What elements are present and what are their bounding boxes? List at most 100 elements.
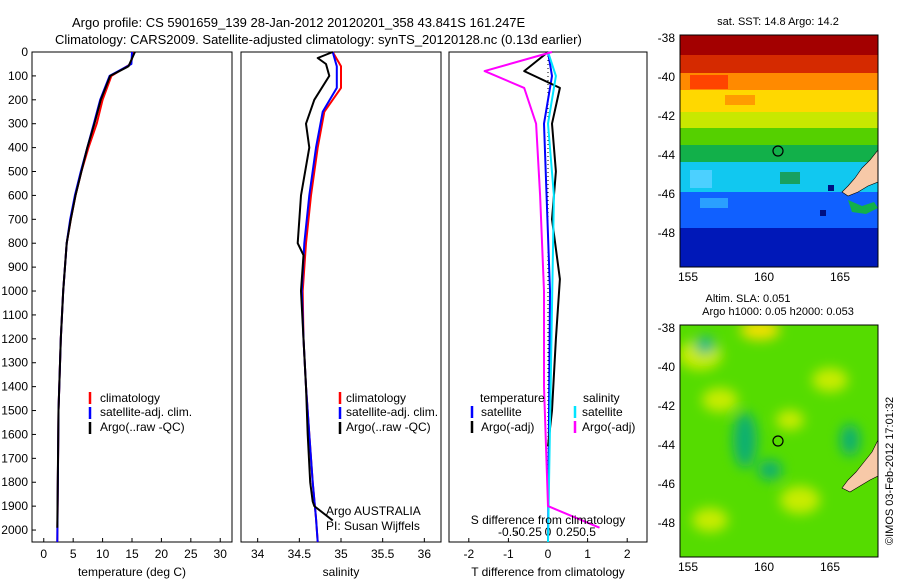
x-tick-label: -1 bbox=[503, 547, 514, 561]
y-tick-label: 1400 bbox=[1, 380, 28, 394]
temperature-xlabel: temperature (deg C) bbox=[78, 565, 186, 579]
sst-ytick: -40 bbox=[658, 70, 676, 84]
sst-ytick: -38 bbox=[658, 31, 676, 45]
x-tick-label: 30 bbox=[214, 547, 228, 561]
y-tick-label: 1300 bbox=[1, 356, 28, 370]
sla-map-image bbox=[680, 325, 878, 557]
differences-legend: temperature salinity satellite Argo(-adj… bbox=[470, 391, 635, 434]
sla-ytick: -38 bbox=[658, 321, 676, 335]
new-zealand-landmass bbox=[841, 439, 878, 493]
salinity-xlabel: salinity bbox=[323, 565, 360, 579]
sst-ytick: -46 bbox=[658, 187, 676, 201]
sst-map-panel: sat. SST: 14.8 Argo: 14.2 155 bbox=[658, 16, 879, 284]
x-tick-label: 35.5 bbox=[371, 547, 395, 561]
y-tick-label: 1900 bbox=[1, 499, 28, 513]
x-tick-label: 34.5 bbox=[288, 547, 312, 561]
legend-satellite-label: satellite-adj. clim. bbox=[100, 405, 192, 419]
x-tick-label: 15 bbox=[125, 547, 139, 561]
x-tick-label: 1 bbox=[584, 547, 591, 561]
temperature-panel: 0 5 10 15 20 25 300100200300400500600700800900… bbox=[1, 45, 233, 579]
sla-ytick: -48 bbox=[658, 516, 676, 530]
sla-ytick: -46 bbox=[658, 477, 676, 491]
legend-sal-satellite-label: satellite bbox=[582, 405, 623, 419]
salinity-annotation-line-1: Argo AUSTRALIA bbox=[326, 504, 421, 518]
x-tick-label: 36 bbox=[418, 547, 432, 561]
sst-xtick: 155 bbox=[678, 270, 698, 284]
series-line-argo-raw-qc- bbox=[56, 51, 136, 528]
x-tick-label: -2 bbox=[463, 547, 474, 561]
y-tick-label: 500 bbox=[8, 165, 28, 179]
sla-xtick: 165 bbox=[820, 560, 840, 574]
imos-credit: ©IMOS 03-Feb-2012 17:01:32 bbox=[884, 397, 896, 545]
series-line-climatology bbox=[301, 51, 342, 543]
sst-xtick: 160 bbox=[754, 270, 774, 284]
x-tick-label: 25 bbox=[184, 547, 198, 561]
legend-climatology-label: climatology bbox=[100, 391, 160, 405]
series-line-argo-adj- bbox=[483, 51, 600, 529]
y-tick-label: 700 bbox=[8, 212, 28, 226]
sla-xtick: 160 bbox=[754, 560, 774, 574]
y-tick-label: 1200 bbox=[1, 332, 28, 346]
y-tick-label: 0 bbox=[21, 45, 28, 59]
y-tick-label: 800 bbox=[8, 236, 28, 250]
sst-ytick: -42 bbox=[658, 109, 676, 123]
legend-temp-argo-label: Argo(-adj) bbox=[481, 420, 534, 434]
sla-map-panel: Altim. SLA: 0.051 Argo h1000: 0.05 h2000… bbox=[658, 293, 879, 574]
salinity-panel: 34 34.5 35 35.5 36 salinity climatology sate… bbox=[240, 51, 442, 579]
sst-map-title: sat. SST: 14.8 Argo: 14.2 bbox=[717, 16, 839, 28]
legend-header-temperature: temperature bbox=[480, 391, 545, 405]
x-tick-label: 0 bbox=[40, 547, 47, 561]
y-tick-label: 1500 bbox=[1, 404, 28, 418]
sla-map-title-1: Altim. SLA: 0.051 bbox=[706, 293, 791, 305]
y-tick-label: 600 bbox=[8, 188, 28, 202]
top-x-tick-label: 0.25 bbox=[556, 525, 580, 539]
x-tick-label: 5 bbox=[70, 547, 77, 561]
legend-header-salinity: salinity bbox=[583, 391, 620, 405]
top-x-tick-label: -0.5 bbox=[498, 525, 519, 539]
sla-map-ticks: 155 160 165 -38 -40 -42 -44 -46 -48 bbox=[658, 321, 841, 574]
salinity-plot-frame bbox=[240, 51, 442, 543]
x-tick-label: 20 bbox=[155, 547, 169, 561]
argo-float-marker bbox=[772, 145, 784, 157]
sst-ytick: -44 bbox=[658, 148, 676, 162]
new-zealand-landmass bbox=[841, 149, 878, 197]
legend-argo-label: Argo(..raw -QC) bbox=[100, 420, 185, 434]
y-tick-label: 400 bbox=[8, 141, 28, 155]
series-line-argo-raw-qc- bbox=[296, 51, 334, 522]
sla-xtick: 155 bbox=[678, 560, 698, 574]
x-tick-label: 34 bbox=[251, 547, 265, 561]
y-tick-label: 1800 bbox=[1, 475, 28, 489]
sla-ytick: -44 bbox=[658, 438, 676, 452]
y-tick-label: 900 bbox=[8, 260, 28, 274]
y-tick-label: 100 bbox=[8, 69, 28, 83]
series-line-climatology bbox=[56, 51, 135, 543]
sla-ytick: -40 bbox=[658, 360, 676, 374]
y-tick-label: 1600 bbox=[1, 427, 28, 441]
y-tick-label: 1700 bbox=[1, 451, 28, 465]
header-line-1: Argo profile: CS 5901659_139 28-Jan-2012… bbox=[72, 15, 526, 30]
x-tick-label: 10 bbox=[96, 547, 110, 561]
legend-sal-argo-label: Argo(-adj) bbox=[582, 420, 635, 434]
sst-map-image bbox=[680, 35, 878, 267]
temperature-legend: climatology satellite-adj. clim. Argo(..… bbox=[88, 391, 192, 434]
series-line-satellite bbox=[547, 51, 557, 543]
x-tick-label: 0 bbox=[545, 547, 552, 561]
top-x-tick-label: 0.5 bbox=[579, 525, 596, 539]
differences-xlabel: T difference from climatology bbox=[471, 565, 625, 579]
y-tick-label: 1100 bbox=[2, 308, 28, 322]
salinity-legend: climatology satellite-adj. clim. Argo(..… bbox=[338, 391, 438, 434]
sla-map-frame bbox=[679, 324, 879, 558]
sla-map-title-2: Argo h1000: 0.05 h2000: 0.053 bbox=[702, 306, 854, 318]
y-tick-label: 200 bbox=[8, 93, 28, 107]
y-tick-label: 1000 bbox=[1, 284, 28, 298]
sst-map-frame bbox=[679, 34, 879, 268]
sst-xtick: 165 bbox=[830, 270, 850, 284]
header-line-2: Climatology: CARS2009. Satellite-adjuste… bbox=[55, 32, 582, 47]
series-line-satellite bbox=[543, 51, 553, 543]
sst-ytick: -48 bbox=[658, 226, 676, 240]
legend-climatology-label: climatology bbox=[346, 391, 406, 405]
sla-ytick: -42 bbox=[658, 399, 676, 413]
y-tick-label: 2000 bbox=[1, 523, 28, 537]
sst-map-ticks: 155 160 165 -38 -40 -42 -44 -46 -48 bbox=[658, 31, 851, 284]
